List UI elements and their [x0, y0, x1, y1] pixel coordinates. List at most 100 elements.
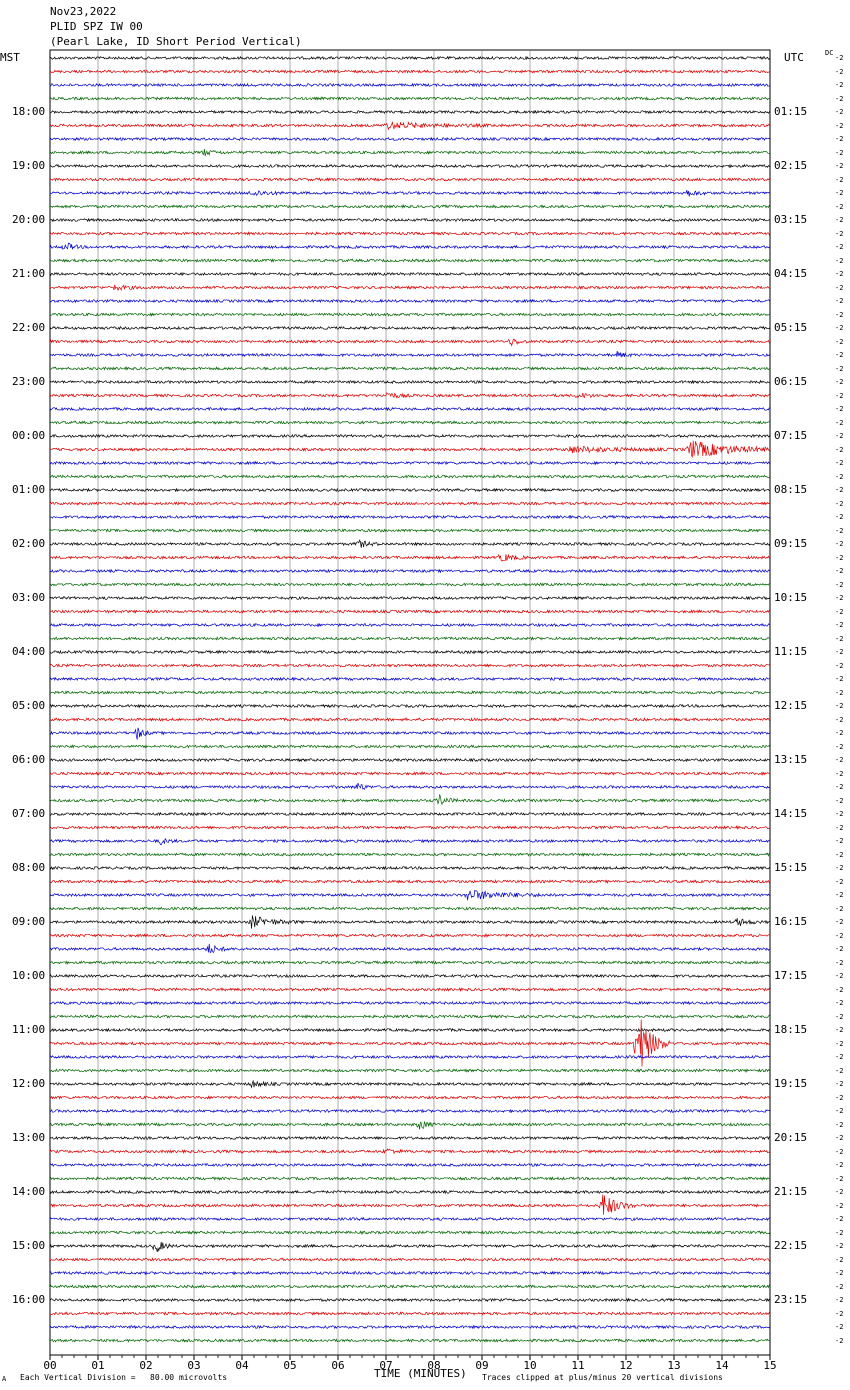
vertical-division-note: Each Vertical Division = 80.00 microvolt… — [20, 1373, 228, 1382]
trace-scale-label: -2 — [835, 715, 844, 724]
right-hour-label: 09:15 — [774, 537, 808, 550]
trace-line — [49, 933, 771, 938]
right-hour-label: 16:15 — [774, 915, 808, 928]
trace-line — [49, 258, 771, 263]
right-hour-label: 10:15 — [774, 591, 808, 604]
trace-line — [49, 676, 771, 682]
trace-scale-label: -2 — [835, 675, 844, 683]
trace-scale-label: -2 — [835, 607, 844, 616]
trace-scale-label: -2 — [835, 1161, 844, 1169]
trace-line — [49, 242, 771, 251]
trace-scale-label: -2 — [835, 175, 844, 184]
trace-line — [49, 420, 771, 425]
right-hour-label: 17:15 — [774, 969, 808, 982]
trace-line — [49, 1108, 771, 1114]
clip-note: Traces clipped at plus/minus 20 vertical… — [482, 1373, 723, 1382]
trace-scale-label: -2 — [835, 1107, 844, 1115]
trace-line — [49, 595, 771, 601]
left-hour-label: 11:00 — [12, 1023, 46, 1036]
trace-scale-label: -2 — [835, 67, 844, 76]
trace-line — [49, 771, 771, 776]
trace-line — [49, 1019, 771, 1067]
trace-line — [49, 514, 771, 520]
plot-date: Nov23,2022 — [50, 5, 117, 18]
left-hour-label: 16:00 — [12, 1293, 46, 1306]
trace-scale-label: -2 — [835, 243, 844, 251]
trace-scale-label: -2 — [835, 162, 844, 170]
trace-scale-label: -2 — [835, 499, 844, 508]
trace-line — [49, 109, 771, 115]
left-hour-label: 04:00 — [12, 645, 46, 658]
x-tick-label: 10 — [523, 1359, 536, 1372]
right-hour-label: 20:15 — [774, 1131, 808, 1144]
left-hour-label: 15:00 — [12, 1239, 46, 1252]
trace-line — [49, 1297, 771, 1303]
trace-line — [49, 163, 771, 169]
trace-scale-label: -2 — [835, 810, 844, 818]
trace-line — [49, 915, 771, 929]
trace-line — [49, 392, 771, 399]
trace-line — [49, 55, 771, 61]
trace-line — [49, 284, 771, 292]
trace-line — [49, 177, 771, 182]
trace-scale-label: -2 — [835, 540, 844, 548]
right-hour-label: 04:15 — [774, 267, 808, 280]
minute-grid — [49, 49, 771, 1356]
trace-line — [49, 663, 771, 668]
trace-line — [49, 1216, 771, 1222]
trace-line — [49, 539, 771, 548]
left-hour-label: 05:00 — [12, 699, 46, 712]
trace-line — [49, 325, 771, 331]
trace-line — [49, 852, 771, 857]
trace-scale-label: -2 — [835, 1093, 844, 1102]
right-hour-label: 18:15 — [774, 1023, 808, 1036]
trace-scale-label: -2 — [835, 877, 844, 886]
trace-line — [49, 1324, 771, 1330]
left-hour-label: 20:00 — [12, 213, 46, 226]
trace-scale-label: -2 — [835, 1228, 844, 1237]
trace-scale-label: -2 — [835, 1296, 844, 1304]
trace-line — [49, 744, 771, 749]
trace-scale-label: -2 — [835, 54, 844, 62]
trace-line — [49, 1270, 771, 1276]
x-tick-label: 01 — [91, 1359, 104, 1372]
trace-scale-label: -2 — [835, 1174, 844, 1183]
trace-line — [49, 794, 771, 806]
trace-scale-label: -2 — [835, 1336, 844, 1345]
trace-line — [49, 1120, 771, 1130]
trace-scale-label: -2 — [835, 378, 844, 386]
trace-line — [49, 582, 771, 587]
x-tick-label: 04 — [235, 1359, 249, 1372]
trace-scale-label: -2 — [835, 486, 844, 494]
trace-line — [49, 553, 771, 562]
trace-scale-label: -2 — [835, 148, 844, 157]
trace-scale-label: -2 — [835, 1120, 844, 1129]
right-hour-label: 03:15 — [774, 213, 808, 226]
left-hour-label: 08:00 — [12, 861, 46, 874]
left-hour-label: 13:00 — [12, 1131, 46, 1144]
left-hour-label: 01:00 — [12, 483, 46, 496]
x-tick-label: 08 — [427, 1359, 440, 1372]
trace-scale-label: -2 — [835, 864, 844, 872]
trace-scale-label: -2 — [835, 216, 844, 224]
trace-scale-label: -2 — [835, 459, 844, 467]
x-tick-label: 06 — [331, 1359, 344, 1372]
trace-scale-label: -2 — [835, 931, 844, 940]
trace-scale-label: -2 — [835, 972, 844, 980]
right-hour-label: 05:15 — [774, 321, 808, 334]
trace-scale-label: -2 — [835, 1269, 844, 1277]
left-hour-label: 12:00 — [12, 1077, 46, 1090]
trace-scale-label: -2 — [835, 108, 844, 116]
x-tick-label: 15 — [763, 1359, 776, 1372]
trace-line — [49, 351, 771, 358]
right-hour-label: 23:15 — [774, 1293, 808, 1306]
trace-scale-label: -2 — [835, 567, 844, 575]
trace-scale-label: -2 — [835, 648, 844, 656]
trace-scale-label: -2 — [835, 999, 844, 1007]
trace-scale-label: -2 — [835, 513, 844, 521]
trace-scale-label: -2 — [835, 445, 844, 454]
trace-line — [49, 528, 771, 533]
trace-scale-label: -2 — [835, 81, 844, 89]
trace-line — [49, 757, 771, 763]
